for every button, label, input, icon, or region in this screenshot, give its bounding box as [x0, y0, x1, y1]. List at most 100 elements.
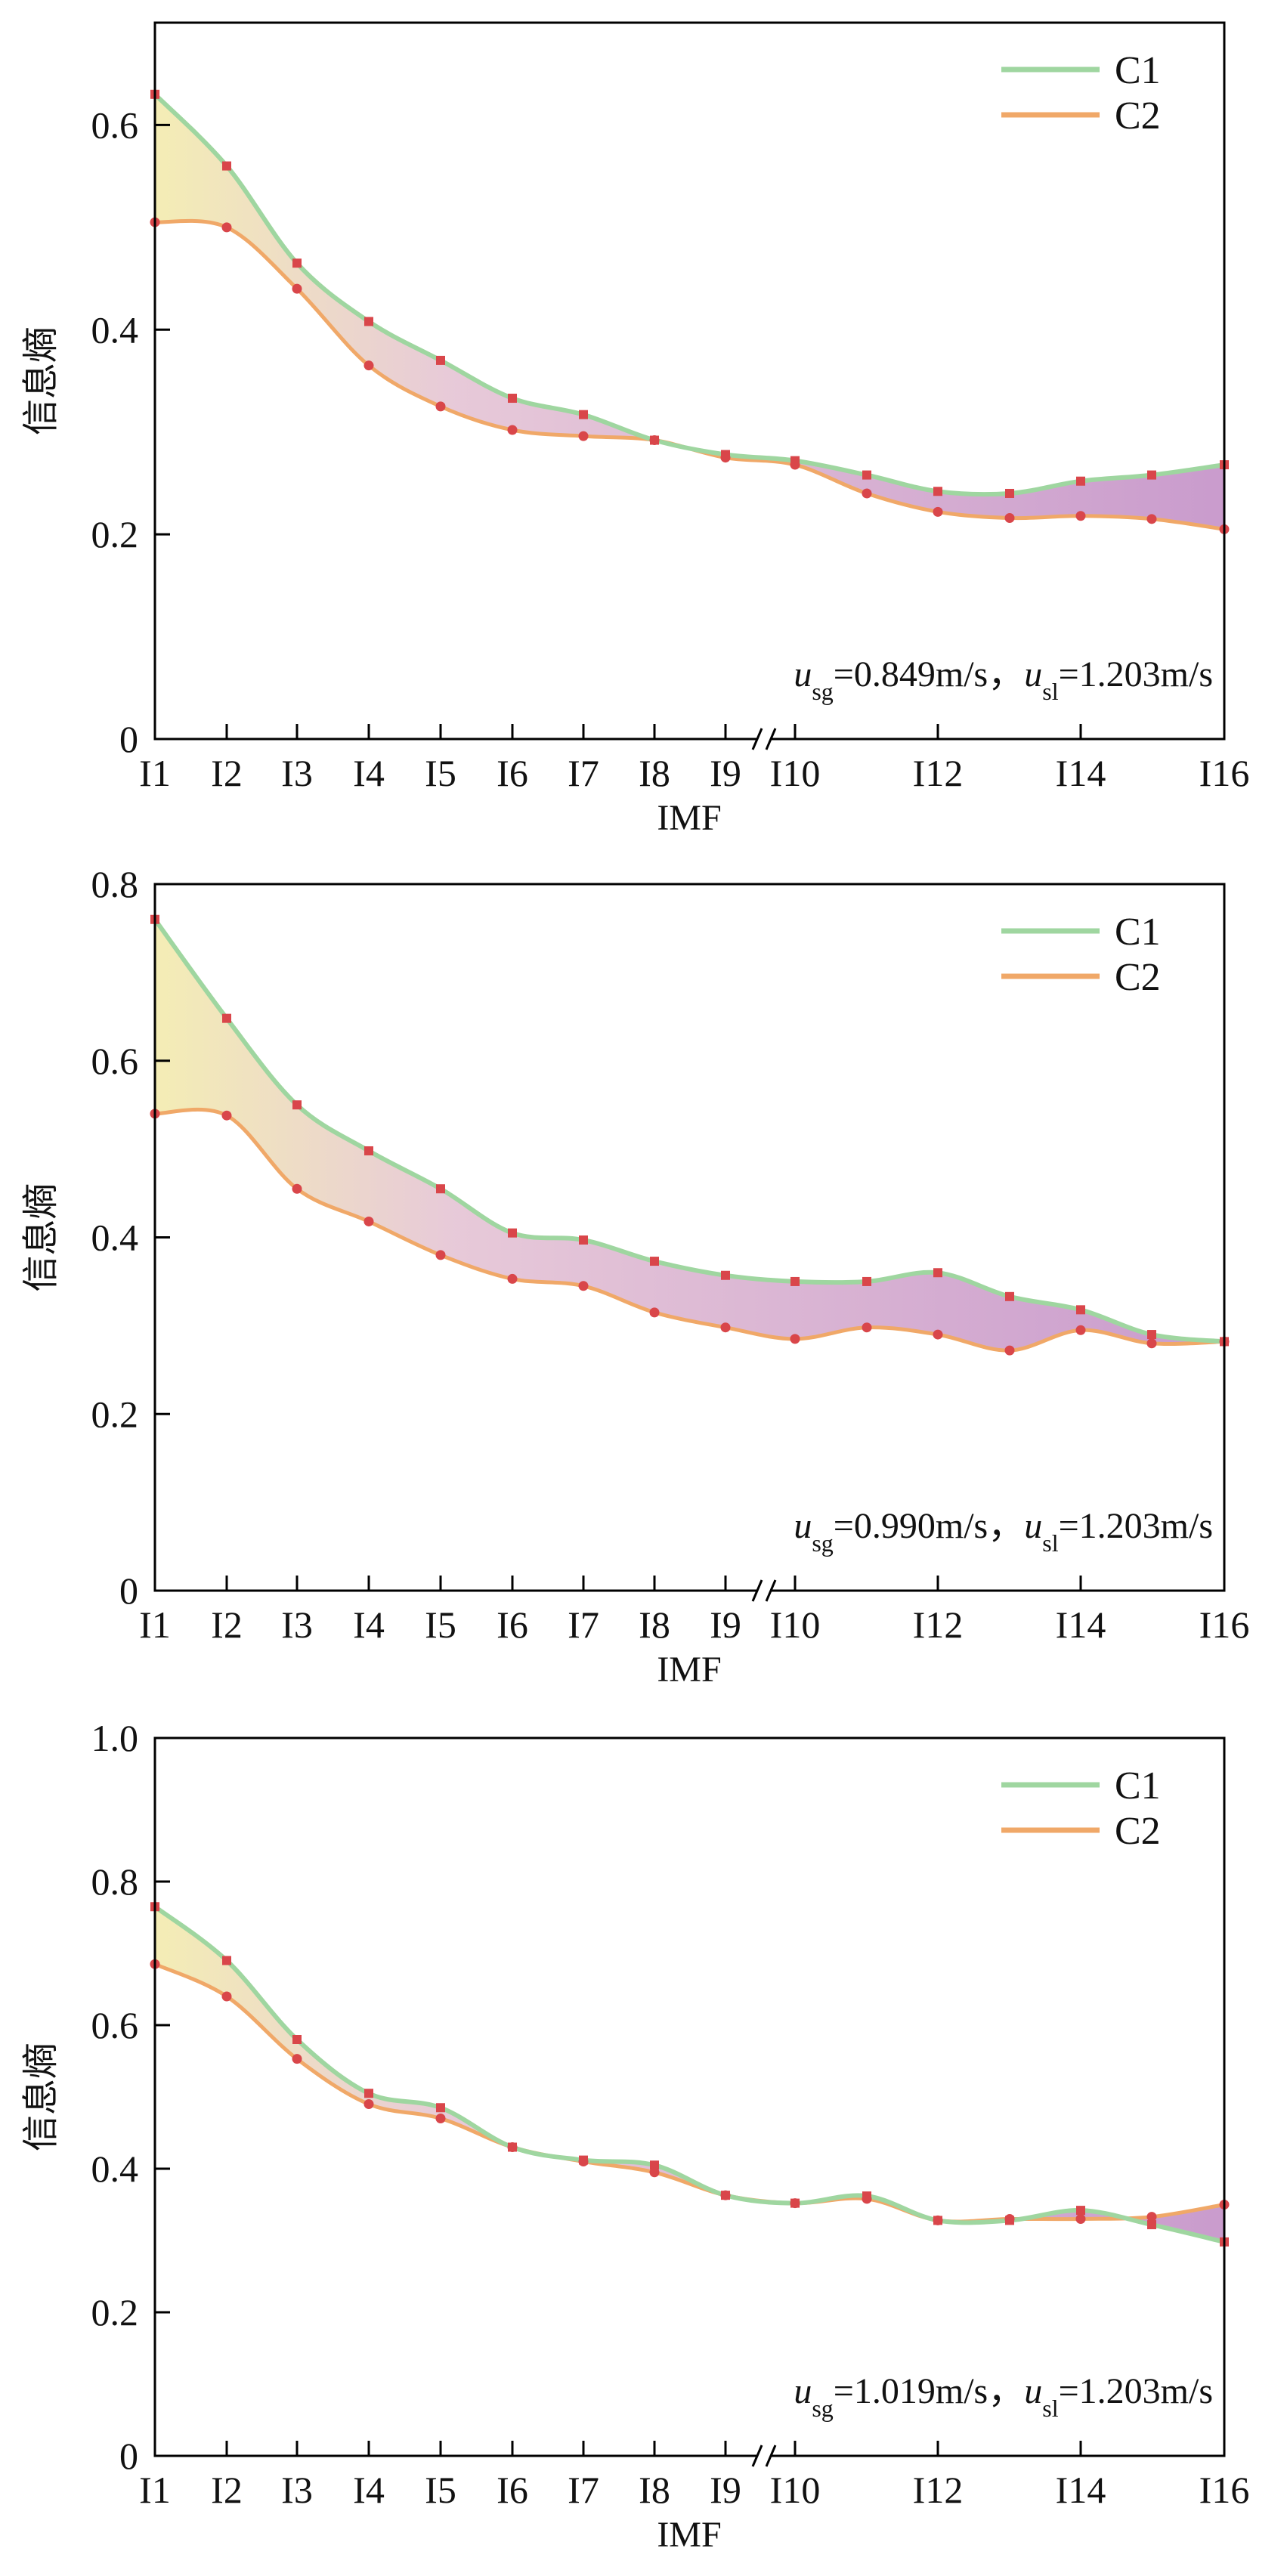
x-tick-label: I3	[281, 1603, 313, 1646]
data-point-c1	[1076, 476, 1085, 486]
x-axis-label: IMF	[657, 798, 721, 838]
x-tick-label: I14	[1056, 2469, 1106, 2511]
data-point-c1	[650, 2160, 659, 2170]
data-point-c1	[364, 1146, 373, 1155]
data-point-c1	[222, 161, 231, 171]
data-point-c1	[1147, 2220, 1156, 2230]
data-point-c2	[221, 222, 232, 233]
data-point-c1	[364, 317, 373, 326]
plot-frame	[153, 883, 1226, 1592]
axis-break-mark	[765, 2445, 777, 2467]
y-tick-label: 0.2	[91, 2291, 139, 2333]
data-point-c1	[1076, 2206, 1085, 2216]
x-tick-label: I8	[639, 1603, 670, 1646]
x-tick-label: I2	[211, 752, 243, 794]
y-tick-label: 0	[119, 1569, 138, 1612]
chart-panel-1: I1 I2 I3 I4 I5 I6 I7 I8 I9 I10 I12 I14 I16 0 0.2 0.4 0.6…	[21, 21, 1250, 838]
x-tick-label: I3	[281, 752, 313, 794]
data-point-c1	[579, 1235, 588, 1245]
x-tick-label: I3	[281, 2469, 313, 2511]
data-point-c2	[1075, 2214, 1086, 2224]
series-difference-band	[155, 94, 1224, 530]
legend-label-c1: C1	[1115, 49, 1161, 92]
chart-panel-3: I1 I2 I3 I4 I5 I6 I7 I8 I9 I10 I12 I14 I16 0 0.2 0.4 0.6…	[21, 1717, 1249, 2555]
legend-label-c2: C2	[1115, 1810, 1161, 1853]
plot-frame	[153, 21, 1226, 741]
data-point-c2	[435, 401, 446, 412]
x-tick-label: I1	[139, 1603, 171, 1646]
data-point-c2	[221, 1110, 232, 1121]
x-tick-label: I16	[1199, 752, 1250, 794]
data-point-c2	[1146, 1338, 1157, 1349]
x-tick-label: I6	[497, 2469, 528, 2511]
data-point-c2	[292, 1183, 302, 1194]
y-axis-label: 信息熵	[21, 326, 61, 435]
data-point-c1	[292, 258, 302, 268]
data-point-c1	[721, 1270, 730, 1280]
data-point-c1	[1005, 1291, 1014, 1301]
data-point-c2	[507, 1273, 518, 1284]
y-tick-label: 0.4	[91, 2148, 139, 2190]
axis-break-mark	[751, 2445, 763, 2467]
data-point-c1	[650, 1257, 659, 1266]
y-tick-label: 0.4	[91, 1217, 139, 1259]
data-point-c2	[364, 2099, 374, 2109]
data-point-c1	[1005, 488, 1014, 498]
x-tick-label: I16	[1199, 2469, 1250, 2511]
data-point-c1	[436, 2103, 445, 2113]
data-point-c1	[1147, 470, 1156, 480]
data-point-c2	[790, 1334, 800, 1344]
series-difference-band	[155, 919, 1224, 1351]
data-point-c1	[508, 394, 517, 404]
series-line-c1	[153, 917, 1225, 1344]
data-point-c1	[292, 1100, 302, 1110]
data-point-c2	[1004, 2214, 1015, 2224]
y-tick-label: 0	[119, 2435, 138, 2477]
data-point-c2	[790, 459, 800, 470]
axis-break-mark	[765, 728, 777, 750]
series-line-c2	[153, 1962, 1225, 2224]
series-line-c2	[154, 1107, 1225, 1353]
y-tick-label: 0	[119, 718, 138, 760]
data-point-c2	[933, 506, 943, 517]
data-point-c1	[436, 355, 445, 365]
plot-frame	[153, 1736, 1226, 2457]
x-tick-label: I9	[710, 2469, 741, 2511]
data-point-c1	[364, 2089, 373, 2098]
data-point-c2	[578, 2157, 589, 2166]
data-point-c2	[862, 2194, 872, 2204]
data-point-c2	[790, 2198, 800, 2209]
x-axis-label: IMF	[657, 2515, 721, 2555]
x-tick-label: I6	[497, 1603, 528, 1646]
axis-break-gap	[758, 2450, 772, 2462]
data-point-c1	[1076, 1305, 1085, 1315]
data-point-c1	[790, 1276, 800, 1286]
data-point-c2	[1146, 2212, 1157, 2222]
data-point-c2	[720, 2190, 731, 2200]
data-point-c2	[507, 425, 518, 435]
x-tick-label: I2	[211, 2469, 243, 2511]
x-tick-label: I5	[425, 2469, 456, 2511]
legend-label-c2: C2	[1115, 956, 1161, 999]
x-tick-label: I2	[211, 1603, 243, 1646]
x-tick-label: I14	[1056, 752, 1106, 794]
data-point-c2	[649, 1307, 660, 1318]
axis-break-mark	[751, 1579, 763, 1602]
data-point-c2	[507, 2142, 518, 2152]
data-point-c2	[364, 360, 374, 371]
x-tick-label: I1	[139, 752, 171, 794]
chart-panel-2: I1 I2 I3 I4 I5 I6 I7 I8 I9 I10 I12 I14 I16 0 0.2 0.4 0.6…	[21, 863, 1249, 1690]
x-tick-label: I10	[770, 2469, 821, 2511]
data-point-c1	[222, 1956, 231, 1965]
x-tick-label: I5	[425, 1603, 456, 1646]
x-tick-label: I5	[425, 752, 456, 794]
x-tick-label: I6	[497, 752, 528, 794]
x-tick-label: I4	[353, 1603, 385, 1646]
x-tick-label: I9	[710, 752, 741, 794]
data-point-c2	[720, 453, 731, 463]
data-point-c2	[578, 1281, 589, 1291]
data-point-c2	[649, 435, 660, 446]
data-point-c2	[862, 488, 872, 499]
data-point-c1	[508, 1228, 517, 1238]
